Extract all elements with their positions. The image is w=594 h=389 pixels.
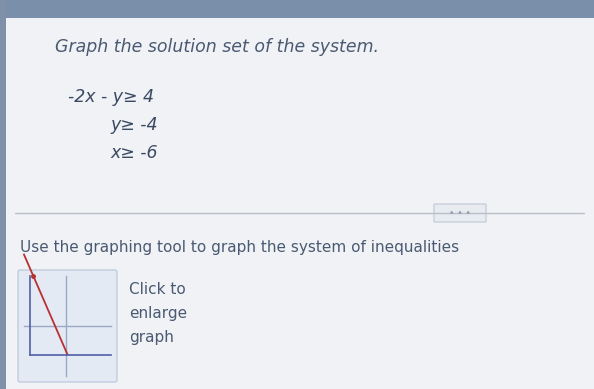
FancyBboxPatch shape xyxy=(434,204,486,222)
Text: -2x - y≥ 4: -2x - y≥ 4 xyxy=(68,88,154,106)
Text: Click to: Click to xyxy=(129,282,186,297)
Text: x≥ -6: x≥ -6 xyxy=(110,144,157,162)
Bar xyxy=(0,0,594,18)
Text: enlarge: enlarge xyxy=(129,306,187,321)
Text: graph: graph xyxy=(129,330,174,345)
Text: • • •: • • • xyxy=(449,209,471,217)
FancyBboxPatch shape xyxy=(18,270,117,382)
Text: Use the graphing tool to graph the system of inequalities: Use the graphing tool to graph the syste… xyxy=(20,240,459,255)
Bar xyxy=(0,0,6,389)
Text: Graph the solution set of the system.: Graph the solution set of the system. xyxy=(55,38,379,56)
Text: y≥ -4: y≥ -4 xyxy=(110,116,157,134)
